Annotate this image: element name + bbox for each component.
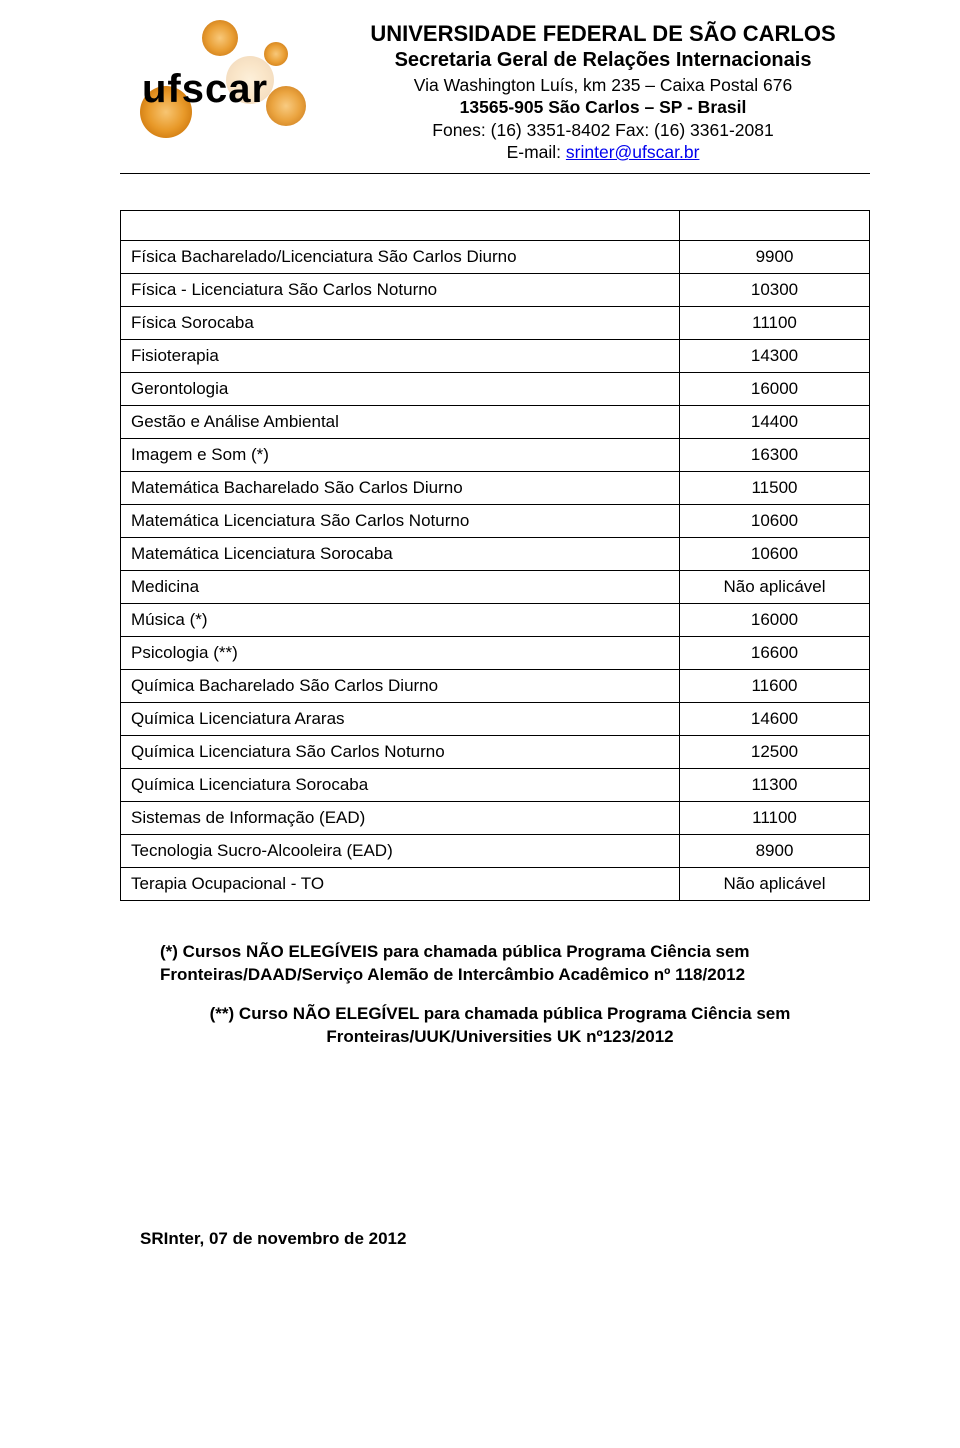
svg-text:ufscar: ufscar: [142, 67, 268, 111]
table-row: Matemática Licenciatura São Carlos Notur…: [121, 505, 870, 538]
table-row: Química Licenciatura Sorocaba11300: [121, 769, 870, 802]
page: ufscar UNIVERSIDADE FEDERAL DE SÃO CARLO…: [0, 0, 960, 1448]
table-row: Física Bacharelado/Licenciatura São Carl…: [121, 241, 870, 274]
course-label: Sistemas de Informação (EAD): [121, 802, 680, 835]
course-label: Química Licenciatura Araras: [121, 703, 680, 736]
letterhead-line-1: UNIVERSIDADE FEDERAL DE SÃO CARLOS: [336, 20, 870, 48]
table-row: Sistemas de Informação (EAD)11100: [121, 802, 870, 835]
table-row: Matemática Bacharelado São Carlos Diurno…: [121, 472, 870, 505]
table-row: Terapia Ocupacional - TONão aplicável: [121, 868, 870, 901]
course-label: Imagem e Som (*): [121, 439, 680, 472]
header-divider: [120, 173, 870, 174]
letterhead-text: UNIVERSIDADE FEDERAL DE SÃO CARLOS Secre…: [336, 20, 870, 163]
course-label: Física Bacharelado/Licenciatura São Carl…: [121, 241, 680, 274]
course-label: Tecnologia Sucro-Alcooleira (EAD): [121, 835, 680, 868]
email-prefix: E-mail:: [507, 142, 566, 162]
table-cell: [680, 211, 870, 241]
course-value: 11300: [680, 769, 870, 802]
footnote-1: (*) Cursos NÃO ELEGÍVEIS para chamada pú…: [160, 941, 840, 987]
table-row: Tecnologia Sucro-Alcooleira (EAD)8900: [121, 835, 870, 868]
ufscar-logo: ufscar: [120, 20, 320, 150]
table-row-blank: [121, 211, 870, 241]
course-value: Não aplicável: [680, 868, 870, 901]
footnotes: (*) Cursos NÃO ELEGÍVEIS para chamada pú…: [160, 941, 840, 1049]
course-value: 11100: [680, 802, 870, 835]
table-row: MedicinaNão aplicável: [121, 571, 870, 604]
course-label: Matemática Licenciatura Sorocaba: [121, 538, 680, 571]
letterhead: ufscar UNIVERSIDADE FEDERAL DE SÃO CARLO…: [120, 20, 870, 163]
table-row: Gestão e Análise Ambiental14400: [121, 406, 870, 439]
table-row: Química Licenciatura Araras14600: [121, 703, 870, 736]
courses-table: Física Bacharelado/Licenciatura São Carl…: [120, 210, 870, 901]
course-label: Química Bacharelado São Carlos Diurno: [121, 670, 680, 703]
course-value: 14300: [680, 340, 870, 373]
course-value: 8900: [680, 835, 870, 868]
course-value: 11100: [680, 307, 870, 340]
table-row: Física Sorocaba11100: [121, 307, 870, 340]
course-label: Fisioterapia: [121, 340, 680, 373]
course-label: Matemática Licenciatura São Carlos Notur…: [121, 505, 680, 538]
course-label: Matemática Bacharelado São Carlos Diurno: [121, 472, 680, 505]
letterhead-line-4: 13565-905 São Carlos – SP - Brasil: [336, 96, 870, 118]
email-link[interactable]: srinter@ufscar.br: [566, 142, 700, 162]
table-row: Música (*)16000: [121, 604, 870, 637]
course-label: Química Licenciatura São Carlos Noturno: [121, 736, 680, 769]
course-value: 11500: [680, 472, 870, 505]
course-label: Música (*): [121, 604, 680, 637]
letterhead-line-6: E-mail: srinter@ufscar.br: [336, 141, 870, 163]
course-value: 14600: [680, 703, 870, 736]
table-row: Química Bacharelado São Carlos Diurno116…: [121, 670, 870, 703]
course-label: Terapia Ocupacional - TO: [121, 868, 680, 901]
footer-date: SRInter, 07 de novembro de 2012: [140, 1229, 870, 1249]
course-value: 9900: [680, 241, 870, 274]
course-value: 10600: [680, 538, 870, 571]
course-label: Medicina: [121, 571, 680, 604]
course-value: 16000: [680, 373, 870, 406]
course-value: 10300: [680, 274, 870, 307]
course-label: Física - Licenciatura São Carlos Noturno: [121, 274, 680, 307]
course-label: Química Licenciatura Sorocaba: [121, 769, 680, 802]
course-value: 16600: [680, 637, 870, 670]
course-value: 14400: [680, 406, 870, 439]
letterhead-line-2: Secretaria Geral de Relações Internacion…: [336, 48, 870, 74]
course-value: Não aplicável: [680, 571, 870, 604]
table-row: Matemática Licenciatura Sorocaba10600: [121, 538, 870, 571]
table-row: Física - Licenciatura São Carlos Noturno…: [121, 274, 870, 307]
table-row: Psicologia (**)16600: [121, 637, 870, 670]
course-label: Gerontologia: [121, 373, 680, 406]
table-row: Imagem e Som (*)16300: [121, 439, 870, 472]
course-value: 16000: [680, 604, 870, 637]
course-value: 10600: [680, 505, 870, 538]
table-row: Gerontologia16000: [121, 373, 870, 406]
table-cell: [121, 211, 680, 241]
table-row: Fisioterapia14300: [121, 340, 870, 373]
footnote-2: (**) Curso NÃO ELEGÍVEL para chamada púb…: [160, 1003, 840, 1049]
course-value: 16300: [680, 439, 870, 472]
letterhead-line-5: Fones: (16) 3351-8402 Fax: (16) 3361-208…: [336, 119, 870, 141]
course-label: Gestão e Análise Ambiental: [121, 406, 680, 439]
course-label: Psicologia (**): [121, 637, 680, 670]
letterhead-line-3: Via Washington Luís, km 235 – Caixa Post…: [336, 74, 870, 96]
course-value: 11600: [680, 670, 870, 703]
course-label: Física Sorocaba: [121, 307, 680, 340]
table-row: Química Licenciatura São Carlos Noturno1…: [121, 736, 870, 769]
course-value: 12500: [680, 736, 870, 769]
